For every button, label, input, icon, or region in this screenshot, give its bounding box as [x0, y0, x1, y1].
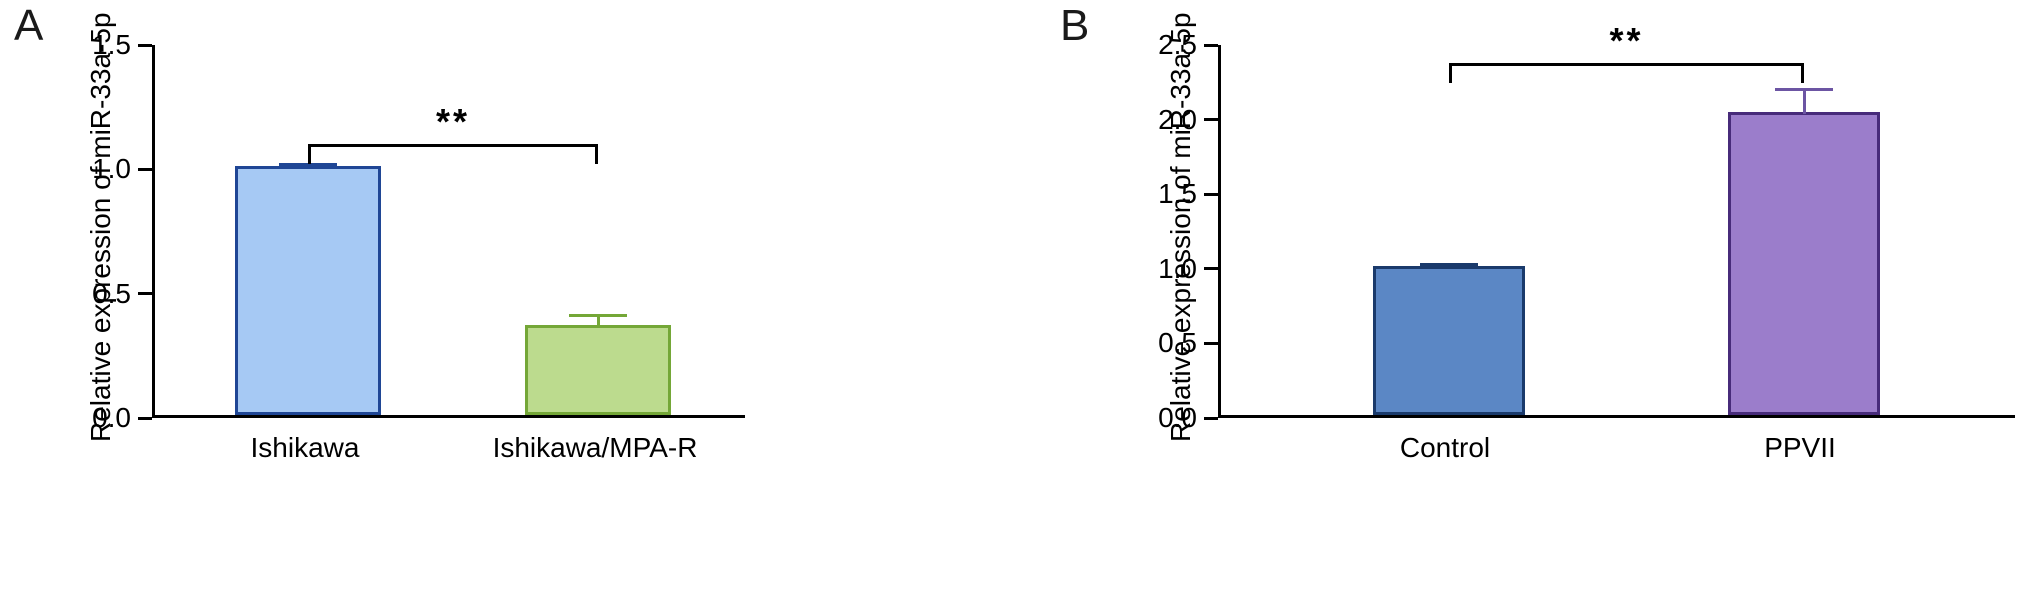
y-tick-label: 1.5 [1158, 178, 1197, 210]
bar-rect [1728, 112, 1880, 415]
y-tick-mark [138, 416, 152, 420]
error-bar-cap [1420, 262, 1478, 266]
y-tick-mark [1204, 416, 1218, 420]
y-tick-label: 1.0 [92, 153, 131, 185]
y-tick-label: 2.5 [1158, 29, 1197, 60]
significance-bracket [308, 144, 598, 165]
y-tick-mark [1204, 43, 1218, 47]
bar-ishikawa [235, 162, 381, 415]
panel-a-letter: A [14, 1, 44, 50]
significance-bracket [1449, 62, 1804, 83]
error-bar-stem [1802, 88, 1806, 115]
y-tick-label: 0.0 [92, 402, 131, 433]
significance-label: ** [1609, 19, 1644, 61]
panel-a-plot-area: 0.0 0.5 1.0 1.5 ** [92, 29, 745, 433]
bar-ishikawa-mpa-r [525, 314, 671, 415]
y-tick-label: 1.5 [92, 29, 131, 60]
significance-label: ** [435, 101, 471, 143]
y-tick-mark [138, 43, 152, 47]
error-bar-stem [596, 314, 600, 328]
error-bar [1420, 262, 1478, 268]
panel-b-letter: B [1060, 1, 1090, 50]
panel-b-y-axis-title: Relative expression of miR-33a-5p [1165, 12, 1196, 442]
panel-a: A Relative expression of miR-33a-5p 0.0 0… [14, 1, 745, 463]
panel-b: B Relative expression of miR-33a-5p 0.0 0… [1016, 0, 2032, 610]
x-category-label-ppvii: PPVII [1764, 432, 1836, 463]
y-tick-label: 0.5 [1158, 327, 1197, 359]
y-tick-mark [1204, 341, 1218, 345]
bar-ppvii [1728, 88, 1880, 415]
y-tick-mark [138, 292, 152, 296]
bar-rect [1373, 265, 1525, 415]
x-category-label-control: Control [1399, 432, 1491, 463]
y-tick-label: 2.0 [1158, 103, 1197, 135]
y-tick-mark [1204, 118, 1218, 122]
bar-rect [525, 325, 671, 415]
panel-a-y-axis-title: Relative expression of miR-33a-5p [85, 12, 116, 442]
y-tick-mark [1204, 192, 1218, 196]
panel-b-plot-area: 0.0 0.5 1.0 1.5 2.0 2.5 ** [1158, 22, 2015, 433]
y-tick-mark [1204, 267, 1218, 271]
y-tick-label: 1.0 [1158, 252, 1197, 284]
x-category-label-ishikawa-mpa-r: Ishikawa/MPA-R [492, 432, 698, 463]
error-bar-cap [569, 314, 627, 318]
y-tick-mark [138, 167, 152, 171]
error-bar [569, 314, 627, 328]
error-bar [1775, 88, 1833, 115]
bar-rect [235, 166, 381, 415]
y-tick-label: 0.0 [1158, 402, 1197, 433]
x-category-label-ishikawa: Ishikawa [250, 432, 360, 463]
bar-control [1373, 262, 1525, 415]
error-bar-cap [1775, 88, 1833, 92]
y-tick-label: 0.5 [92, 277, 131, 309]
